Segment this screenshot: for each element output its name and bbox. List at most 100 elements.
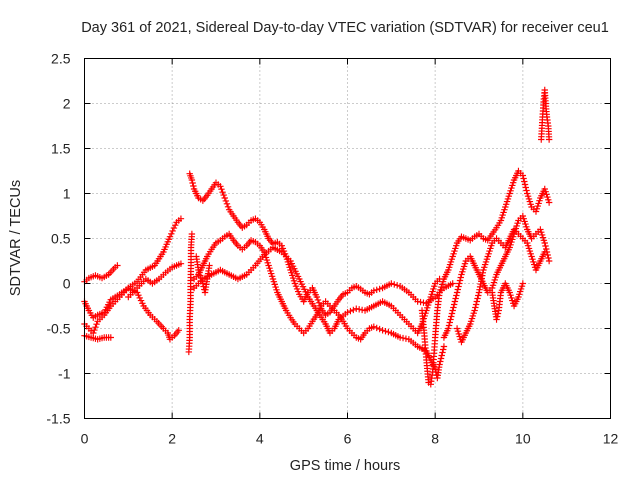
data-point-plus	[385, 328, 392, 336]
y-tick-label: -1	[58, 366, 71, 382]
data-point-plus	[472, 304, 479, 311]
data-point-plus	[449, 307, 456, 314]
data-point-plus	[453, 289, 461, 296]
data-point-plus	[455, 283, 462, 290]
data-point-plus	[453, 292, 460, 299]
data-point-plus	[382, 328, 389, 335]
data-point-plus	[107, 334, 114, 341]
series-track-i	[190, 244, 443, 337]
data-point-plus	[222, 197, 230, 205]
data-point-plus	[454, 286, 462, 293]
data-point-plus	[448, 313, 455, 320]
data-point-plus	[520, 175, 527, 182]
data-point-plus	[543, 245, 550, 253]
x-tick-label: 6	[344, 431, 352, 447]
data-point-plus	[172, 221, 179, 229]
y-tick-label: 1	[63, 186, 71, 202]
data-point-plus	[475, 292, 482, 299]
data-point-plus	[199, 280, 207, 287]
data-point-plus	[542, 242, 549, 250]
data-point-plus	[350, 306, 357, 314]
data-point-plus	[188, 176, 196, 184]
data-point-plus	[402, 335, 410, 342]
data-point-plus	[545, 136, 553, 143]
data-point-plus	[177, 215, 185, 222]
data-point-plus	[170, 224, 178, 232]
y-tick-label: 2	[63, 96, 71, 112]
data-point-plus	[168, 230, 175, 238]
data-point-plus	[456, 280, 463, 287]
data-point-plus	[393, 282, 401, 289]
data-point-plus	[189, 179, 196, 187]
data-point-plus	[420, 299, 427, 306]
chart-title: Day 361 of 2021, Sidereal Day-to-day VTE…	[81, 20, 609, 36]
data-point-plus	[494, 310, 502, 317]
data-point-plus	[223, 200, 231, 208]
series-track-g	[186, 170, 456, 319]
data-point-plus	[545, 199, 553, 206]
data-point-plus	[449, 280, 456, 287]
y-tick-label: -0.5	[46, 321, 70, 337]
data-point-plus	[376, 285, 383, 293]
data-point-plus	[522, 184, 529, 191]
data-point-plus	[436, 361, 443, 368]
data-point-plus	[541, 239, 548, 247]
y-tick-labels: -1.5 -1 -0.5 0 0.5 1 1.5 2 2.5	[46, 51, 70, 427]
data-point-plus	[450, 301, 458, 308]
data-point-plus	[521, 178, 528, 185]
x-tick-label: 2	[168, 431, 176, 447]
data-point-plus	[439, 349, 446, 356]
data-point-plus	[545, 254, 552, 262]
data-point-plus	[445, 325, 452, 332]
data-point-plus	[474, 295, 481, 302]
plot-frame	[84, 58, 611, 419]
data-point-plus	[544, 251, 551, 259]
data-point-plus	[446, 319, 453, 326]
y-axis-label: SDTVAR / TECUs	[8, 180, 24, 296]
x-tick-label: 0	[81, 431, 89, 447]
data-point-plus	[388, 280, 395, 287]
series-track-f	[185, 230, 196, 356]
series-track-m	[453, 226, 548, 346]
data-point-plus	[399, 334, 407, 342]
data-points	[81, 86, 553, 388]
series-track-n	[488, 280, 527, 323]
x-tick-label: 12	[603, 431, 619, 447]
data-point-plus	[445, 322, 453, 329]
data-point-plus	[188, 230, 196, 238]
series-track-o	[538, 86, 553, 143]
data-point-plus	[456, 277, 464, 284]
data-point-plus	[206, 262, 213, 269]
data-point-plus	[519, 280, 527, 287]
data-point-plus	[391, 281, 398, 288]
series-track-a	[81, 262, 121, 285]
data-point-plus	[379, 327, 386, 334]
data-point-plus	[471, 307, 478, 314]
x-tick-label: 10	[515, 431, 531, 447]
data-point-plus	[493, 316, 500, 323]
data-point-plus	[521, 181, 529, 188]
series-track-k	[418, 167, 553, 388]
y-tick-label: 2.5	[51, 51, 71, 67]
series-track-l	[440, 212, 553, 341]
data-point-plus	[414, 298, 421, 305]
series-track-d	[81, 332, 114, 343]
data-point-plus	[93, 321, 100, 328]
data-point-plus	[373, 324, 380, 332]
data-point-plus	[114, 262, 121, 269]
y-tick-label: -1.5	[46, 411, 70, 427]
series-track-h	[190, 230, 448, 382]
data-point-plus	[541, 248, 548, 256]
data-point-plus	[440, 346, 447, 353]
data-point-plus	[220, 191, 227, 199]
data-point-plus	[545, 257, 553, 265]
x-tick-labels: 0 2 4 6 8 10 12	[81, 431, 619, 447]
data-point-plus	[221, 194, 228, 202]
data-point-plus	[450, 304, 457, 311]
data-point-plus	[190, 182, 197, 190]
data-point-plus	[92, 323, 99, 331]
data-point-plus	[344, 309, 351, 316]
data-point-plus	[219, 188, 226, 196]
data-point-plus	[396, 334, 404, 341]
